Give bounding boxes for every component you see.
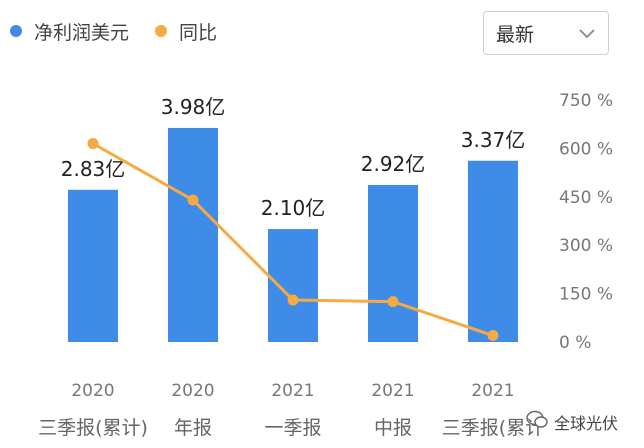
bar-data-labels: 2.83亿 3.98亿 2.10亿 2.92亿 3.37亿 bbox=[61, 95, 526, 220]
bar-0[interactable] bbox=[68, 189, 118, 342]
x-tick-period-4: 三季报(累计 bbox=[442, 417, 544, 439]
period-select-value: 最新 bbox=[496, 23, 535, 46]
bar-4[interactable] bbox=[468, 160, 518, 342]
x-tick-year-2: 2021 bbox=[271, 381, 314, 401]
legend-dot-bar-icon bbox=[10, 25, 22, 37]
x-tick-year-3: 2021 bbox=[371, 381, 414, 401]
watermark-text: 全球光伏 bbox=[554, 414, 619, 433]
right-axis-tick-0: 750 % bbox=[559, 91, 613, 111]
line-series bbox=[87, 138, 499, 342]
yoy-point-2[interactable] bbox=[287, 294, 299, 306]
x-tick-year-4: 2021 bbox=[471, 381, 514, 401]
right-axis-tick-4: 150 % bbox=[559, 285, 613, 305]
legend-dot-line-icon bbox=[155, 25, 168, 37]
yoy-point-1[interactable] bbox=[187, 194, 199, 206]
bar-data-label-3: 2.92亿 bbox=[361, 152, 426, 176]
bar-1[interactable] bbox=[168, 127, 218, 342]
period-select[interactable]: 最新 bbox=[483, 11, 609, 55]
legend-label-net-profit: 净利润美元 bbox=[34, 21, 130, 44]
right-axis-tick-1: 600 % bbox=[559, 139, 613, 159]
x-axis-ticks: 2020 三季报(累计) 2020 年报 2021 一季报 2021 中报 2021 三季报(累计 bbox=[38, 381, 544, 439]
bar-series bbox=[68, 127, 518, 342]
x-tick-period-1: 年报 bbox=[174, 417, 212, 439]
x-tick-period-0: 三季报(累计) bbox=[38, 417, 148, 439]
wechat-logo-icon bbox=[526, 410, 548, 434]
x-tick-period-3: 中报 bbox=[374, 417, 412, 439]
bar-data-label-0: 2.83亿 bbox=[61, 157, 126, 181]
bar-2[interactable] bbox=[268, 229, 318, 342]
chevron-down-icon bbox=[578, 24, 596, 43]
right-axis-tick-5: 0 % bbox=[559, 333, 591, 353]
yoy-point-3[interactable] bbox=[387, 296, 399, 308]
x-tick-year-0: 2020 bbox=[71, 381, 114, 401]
yoy-point-0[interactable] bbox=[87, 138, 99, 150]
bar-3[interactable] bbox=[368, 184, 418, 342]
right-axis-tick-2: 450 % bbox=[559, 188, 613, 208]
bar-data-label-4: 3.37亿 bbox=[461, 128, 526, 152]
bar-data-label-2: 2.10亿 bbox=[261, 196, 326, 220]
x-tick-year-1: 2020 bbox=[171, 381, 214, 401]
legend-label-yoy: 同比 bbox=[179, 21, 218, 44]
x-tick-period-2: 一季报 bbox=[264, 417, 321, 439]
bar-data-label-1: 3.98亿 bbox=[161, 95, 226, 119]
yoy-point-4[interactable] bbox=[487, 330, 499, 342]
chart-legend: 净利润美元 同比 bbox=[10, 16, 243, 46]
legend-item-yoy[interactable]: 同比 bbox=[155, 18, 217, 45]
right-axis-tick-3: 300 % bbox=[559, 236, 613, 256]
right-axis-ticks: 750 % 600 % 450 % 300 % 150 % 0 % bbox=[559, 91, 613, 353]
legend-item-net-profit[interactable]: 净利润美元 bbox=[10, 18, 129, 45]
watermark: 全球光伏 bbox=[526, 410, 618, 434]
